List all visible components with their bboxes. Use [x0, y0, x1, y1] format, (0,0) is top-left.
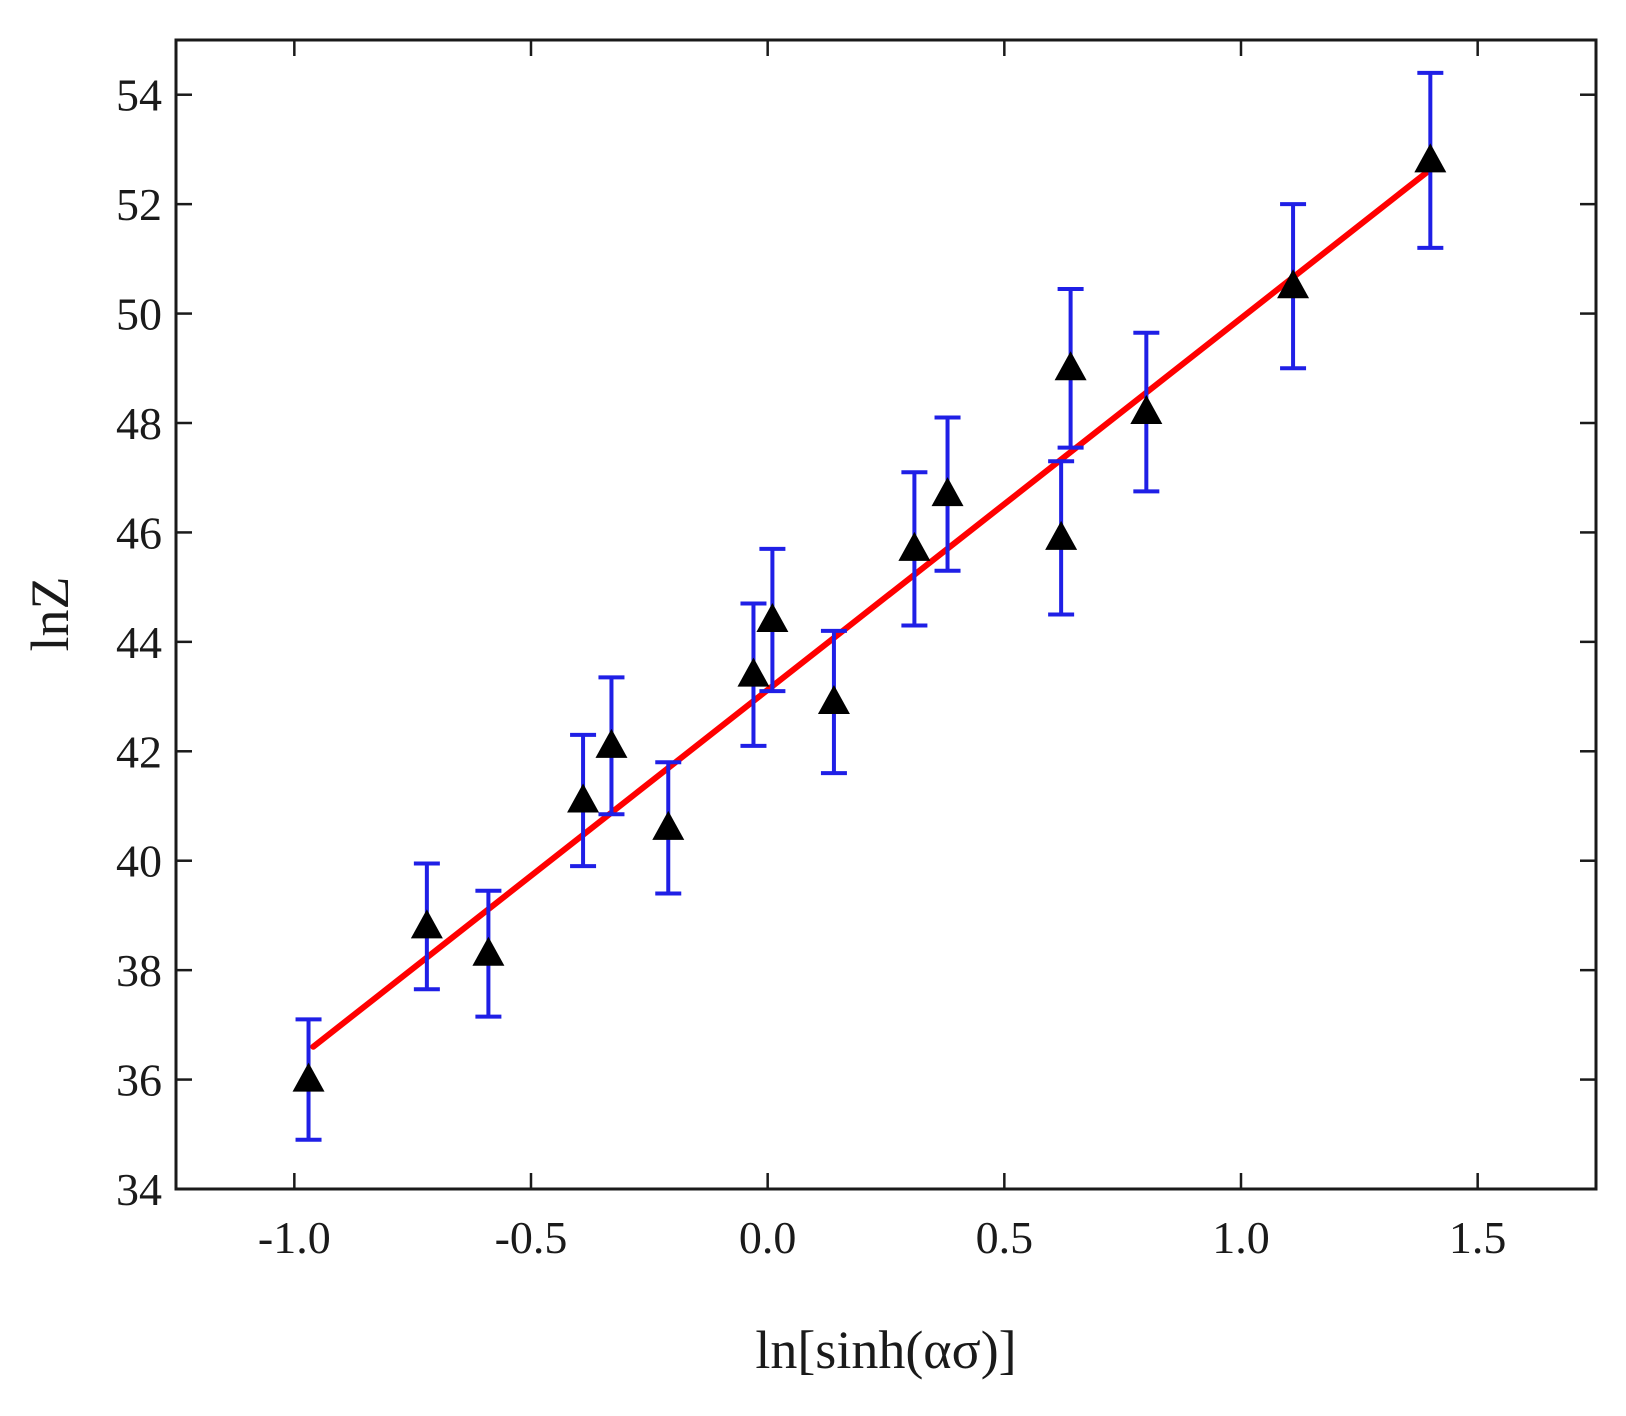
marker-layer: [292, 143, 1447, 1092]
x-tick-label: 0.0: [739, 1212, 797, 1263]
data-point-triangle: [737, 657, 770, 687]
data-point-triangle: [292, 1062, 325, 1092]
x-tick-label: 1.0: [1212, 1212, 1270, 1263]
data-point-triangle: [410, 909, 443, 939]
y-tick-label: 36: [116, 1055, 162, 1106]
data-point-triangle: [898, 531, 931, 561]
y-tick-label: 48: [116, 398, 162, 449]
x-tick-label: -1.0: [258, 1212, 331, 1263]
y-tick-label: 50: [116, 289, 162, 340]
plot-frame: [174, 38, 1598, 1191]
y-axis-title: lnZ: [20, 577, 80, 652]
data-point-triangle: [1130, 395, 1163, 425]
y-tick-label: 54: [116, 70, 162, 121]
data-point-triangle: [1277, 269, 1310, 299]
fit-line-layer: [310, 162, 1439, 1050]
errorbar-layer: [295, 70, 1444, 1142]
data-point-triangle: [817, 685, 850, 715]
x-tick-label: 1.5: [1449, 1212, 1507, 1263]
y-tick-label: 42: [116, 726, 162, 777]
y-tick-label: 46: [116, 507, 162, 558]
y-tick-label: 34: [116, 1164, 162, 1215]
data-point-triangle: [595, 728, 628, 758]
data-point-triangle: [931, 477, 964, 507]
data-point-triangle: [756, 602, 789, 632]
data-point-triangle: [472, 936, 505, 966]
x-axis-title: ln[sinh(ασ)]: [755, 1320, 1016, 1380]
data-point-triangle: [1054, 351, 1087, 381]
data-point-triangle: [567, 783, 600, 813]
y-tick-label: 52: [116, 179, 162, 230]
y-tick-label: 40: [116, 836, 162, 887]
x-axis: -1.0 -0.5 0.0 0.5 1.0 1.5: [258, 40, 1506, 1263]
y-tick-label: 44: [116, 617, 162, 668]
x-tick-label: 0.5: [976, 1212, 1034, 1263]
x-tick-label: -0.5: [495, 1212, 568, 1263]
fit-line: [310, 162, 1439, 1050]
data-point-triangle: [652, 810, 685, 840]
data-point-triangle: [1045, 520, 1078, 550]
y-axis: 34 36 38 40 42 44 46 48 50 52 54: [116, 70, 1596, 1215]
y-tick-label: 38: [116, 945, 162, 996]
data-point-triangle: [1414, 143, 1447, 173]
